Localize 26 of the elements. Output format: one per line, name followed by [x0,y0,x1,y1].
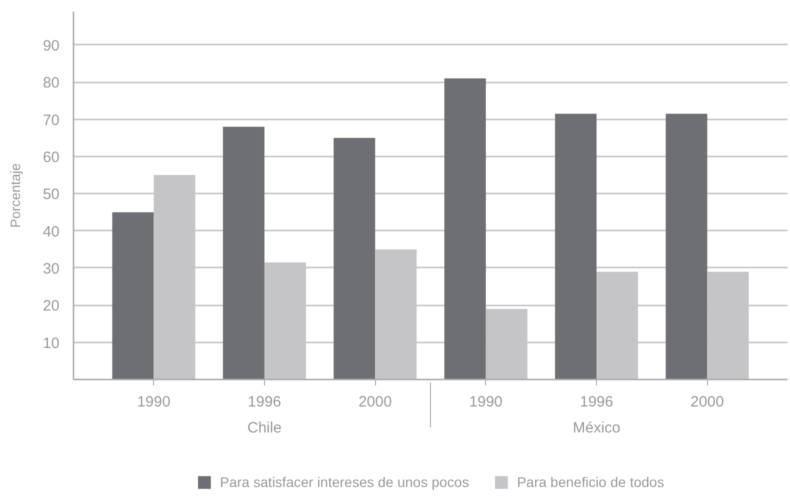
legend-label: Para satisfacer intereses de unos pocos [220,474,469,490]
bar [112,212,154,380]
y-tick-label: 90 [42,37,60,54]
legend-label: Para beneficio de todos [516,474,664,490]
y-tick-label: 80 [42,74,60,92]
y-tick-label: 30 [42,260,60,278]
bar [666,114,708,380]
y-tick-label: 20 [42,298,60,315]
text: México [572,420,620,436]
y-axis-title: Porcentaje [8,163,23,228]
bar [444,78,486,380]
x-tick-label: 2000 [690,394,724,410]
x-tick-label: 1996 [248,394,282,410]
bar [222,126,264,380]
y-tick-label: 10 [42,334,60,352]
x-tick-label: 2000 [358,394,392,410]
bar [334,138,376,380]
bar [555,114,597,380]
y-tick-label: 70 [42,112,60,129]
text: Chile [247,420,282,436]
x-tick-label: 1990 [469,394,503,410]
y-tick-label: 50 [42,186,60,204]
y-tick-label: 40 [42,223,60,240]
y-tick-label: 60 [42,148,60,166]
x-tick-label: 1996 [580,394,614,410]
x-tick-label: 1990 [137,394,170,410]
